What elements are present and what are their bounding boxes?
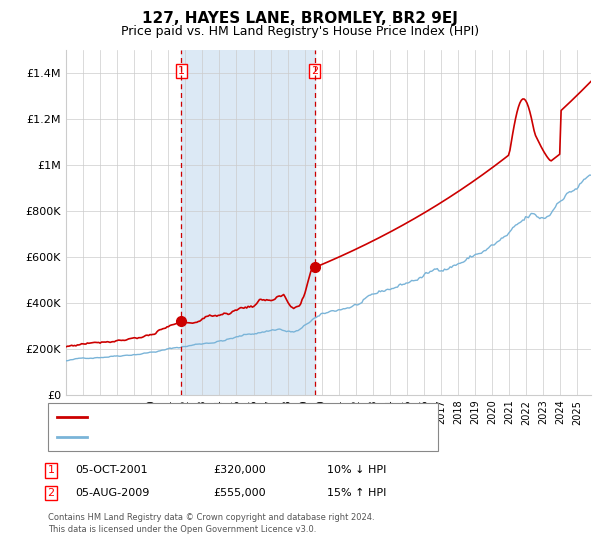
Text: 2: 2 [47, 488, 55, 498]
Text: £555,000: £555,000 [213, 488, 266, 498]
Text: 1: 1 [178, 66, 185, 76]
Text: 1: 1 [47, 465, 55, 475]
Text: 05-OCT-2001: 05-OCT-2001 [75, 465, 148, 475]
Text: Contains HM Land Registry data © Crown copyright and database right 2024.: Contains HM Land Registry data © Crown c… [48, 514, 374, 522]
Text: This data is licensed under the Open Government Licence v3.0.: This data is licensed under the Open Gov… [48, 525, 316, 534]
Text: HPI: Average price, detached house, Bromley: HPI: Average price, detached house, Brom… [93, 432, 329, 442]
Text: 127, HAYES LANE, BROMLEY, BR2 9EJ (detached house): 127, HAYES LANE, BROMLEY, BR2 9EJ (detac… [93, 412, 382, 422]
Text: 127, HAYES LANE, BROMLEY, BR2 9EJ: 127, HAYES LANE, BROMLEY, BR2 9EJ [142, 11, 458, 26]
Text: Price paid vs. HM Land Registry's House Price Index (HPI): Price paid vs. HM Land Registry's House … [121, 25, 479, 38]
Text: £320,000: £320,000 [213, 465, 266, 475]
Text: 10% ↓ HPI: 10% ↓ HPI [327, 465, 386, 475]
Text: 15% ↑ HPI: 15% ↑ HPI [327, 488, 386, 498]
Text: 05-AUG-2009: 05-AUG-2009 [75, 488, 149, 498]
Bar [181, 50, 314, 395]
Text: 2: 2 [311, 66, 318, 76]
